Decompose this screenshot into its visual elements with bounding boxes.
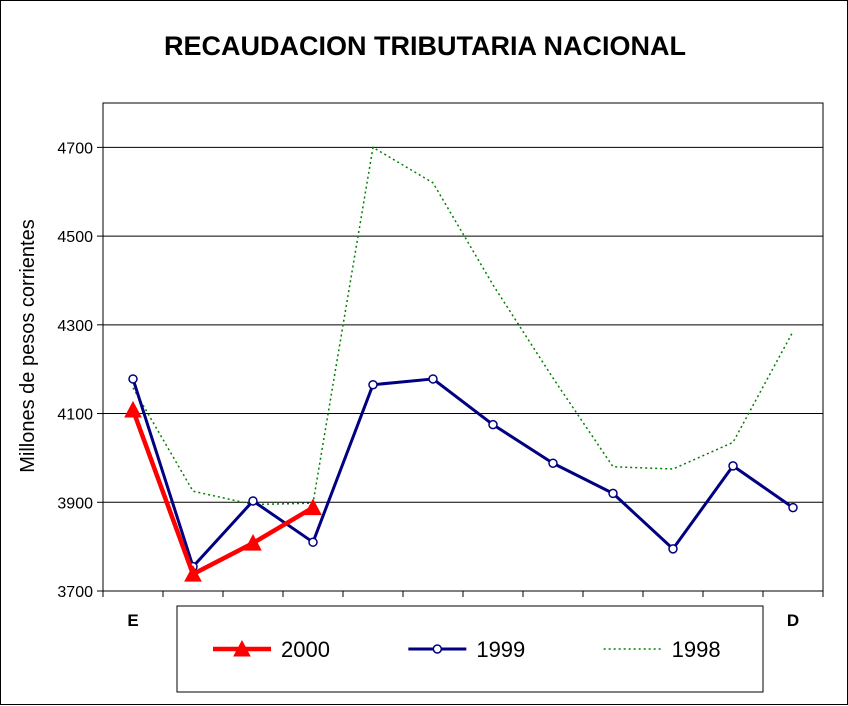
series-1998 bbox=[132, 146, 794, 506]
data-point-1999 bbox=[488, 419, 498, 430]
data-point-1999 bbox=[428, 374, 438, 384]
y-tick-label: 4700 bbox=[57, 140, 93, 157]
data-point-1999 bbox=[128, 374, 138, 384]
data-point-1999 bbox=[548, 458, 558, 468]
series-line-2000 bbox=[130, 409, 315, 577]
data-point-2000 bbox=[304, 498, 322, 516]
y-tick-label: 4300 bbox=[57, 318, 93, 335]
x-tick-label: D bbox=[787, 611, 799, 630]
plot-area: 370039004100430045004700EFMAMJJASOND bbox=[57, 102, 824, 630]
legend-entry-2000: 2000 bbox=[213, 637, 330, 662]
data-point-1999 bbox=[788, 502, 798, 513]
legend-box bbox=[176, 605, 764, 693]
y-tick-label: 3700 bbox=[57, 584, 93, 601]
data-point-2000 bbox=[184, 565, 202, 582]
legend-marker-1999 bbox=[432, 644, 443, 654]
legend-label-1998: 1998 bbox=[672, 637, 721, 662]
plot-frame bbox=[102, 102, 824, 592]
data-point-1999 bbox=[728, 461, 738, 471]
y-axis-label: Millones de pesos corrientes bbox=[17, 219, 39, 472]
legend-marker-2000 bbox=[233, 639, 251, 657]
data-point-2000 bbox=[124, 400, 142, 418]
series-2000 bbox=[124, 400, 322, 582]
series-1999 bbox=[128, 374, 798, 572]
legend-label-2000: 2000 bbox=[281, 637, 330, 662]
data-point-1999 bbox=[608, 488, 618, 499]
chart-title: RECAUDACION TRIBUTARIA NACIONAL bbox=[164, 31, 686, 61]
legend: 2000 1999 1998 bbox=[176, 605, 764, 693]
data-point-2000 bbox=[244, 534, 262, 551]
data-point-1999 bbox=[248, 496, 258, 506]
data-point-1999 bbox=[668, 544, 678, 554]
series-line-1999 bbox=[131, 377, 794, 569]
legend-entry-1999: 1999 bbox=[408, 637, 525, 662]
y-tick-label: 4100 bbox=[57, 407, 93, 424]
data-point-1999 bbox=[308, 537, 318, 547]
legend-label-1999: 1999 bbox=[476, 637, 525, 662]
data-point-1999 bbox=[368, 379, 378, 390]
legend-entry-1998: 1998 bbox=[603, 637, 721, 662]
x-tick-label: E bbox=[127, 611, 138, 630]
y-tick-label: 3900 bbox=[57, 495, 93, 512]
y-tick-label: 4500 bbox=[57, 229, 93, 246]
series-line-1998 bbox=[132, 146, 794, 506]
